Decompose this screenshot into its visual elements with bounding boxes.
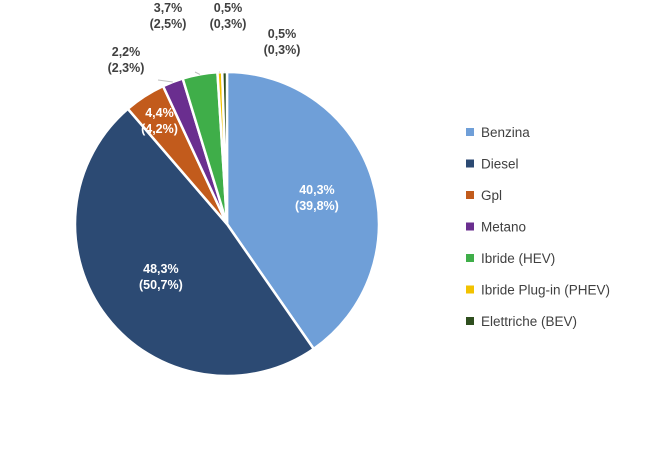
legend-label-benzina: Benzina	[481, 125, 530, 140]
pie-slices	[73, 70, 381, 378]
data-label-gpl: 4,4%	[145, 106, 174, 120]
data-label-ibride-plug-in-phev: 0,5%	[214, 1, 243, 15]
data-labels: 40,3% (39,8%) 48,3% (50,7%) 4,4% (4,2%) 2,2% (2…	[108, 1, 339, 292]
legend-label-elettriche-bev: Elettriche (BEV)	[481, 314, 577, 329]
data-label-ibride-hev: 3,7%	[154, 1, 183, 15]
legend-swatch-metano	[466, 222, 474, 231]
legend-label-gpl: Gpl	[481, 188, 502, 203]
pie-slice-benzina	[225, 70, 381, 351]
leader-line-metano	[157, 79, 173, 83]
pie-slice-diesel	[73, 107, 316, 378]
data-label-metano: 2,2%	[112, 45, 141, 59]
data-label-sub-diesel: (50,7%)	[139, 278, 183, 292]
data-label-sub-ibride-hev: (2,5%)	[150, 17, 187, 31]
data-label-sub-gpl: (4,2%)	[141, 122, 178, 136]
legend-swatch-benzina	[466, 128, 474, 136]
data-label-diesel: 48,3%	[143, 262, 178, 276]
legend-label-ibride-plug-in-phev: Ibride Plug-in (PHEV)	[481, 283, 610, 298]
legend-swatch-ibride-plug-in-phev	[466, 285, 474, 294]
legend: Benzina Diesel Gpl Metano Ibride (HEV) Ibride…	[466, 125, 610, 329]
legend-swatch-gpl	[466, 191, 474, 199]
legend-label-diesel: Diesel	[481, 157, 519, 172]
leader-lines	[157, 71, 226, 83]
legend-swatch-ibride-hev	[466, 254, 474, 262]
data-label-sub-benzina: (39,8%)	[295, 199, 339, 213]
legend-swatch-diesel	[466, 159, 474, 168]
data-label-benzina: 40,3%	[299, 183, 334, 197]
data-label-sub-elettriche-bev: (0,3%)	[264, 43, 301, 57]
legend-label-metano: Metano	[481, 220, 526, 235]
data-label-sub-ibride-plug-in-phev: (0,3%)	[210, 17, 247, 31]
leader-line-ibride-hev	[194, 71, 201, 75]
data-label-sub-metano: (2,3%)	[108, 61, 145, 75]
legend-swatch-elettriche-bev	[466, 317, 474, 325]
data-label-elettriche-bev: 0,5%	[268, 27, 297, 41]
legend-label-ibride-hev: Ibride (HEV)	[481, 251, 555, 266]
